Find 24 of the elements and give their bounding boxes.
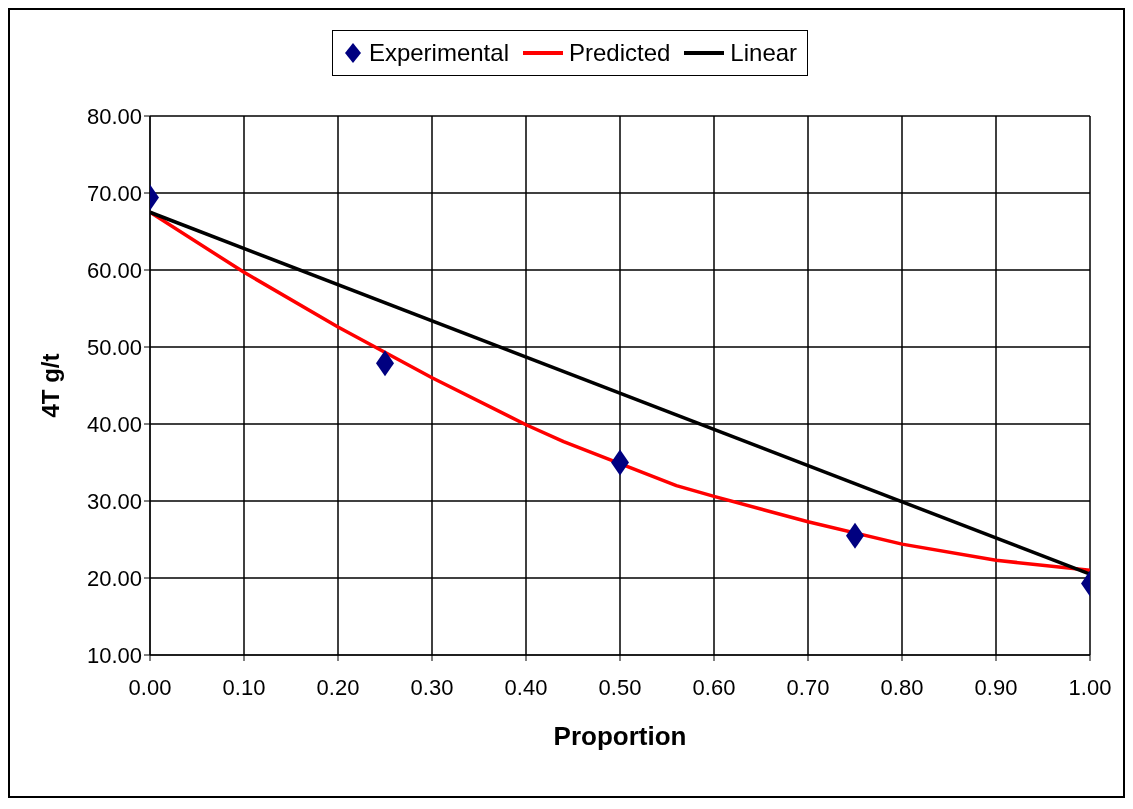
x-tick-label: 0.20 bbox=[316, 674, 360, 700]
x-tick-label: 0.70 bbox=[786, 674, 830, 700]
x-tick-label: 0.60 bbox=[692, 674, 736, 700]
legend-label: Predicted bbox=[568, 39, 671, 67]
y-tick-label: 10.00 bbox=[86, 642, 142, 668]
y-tick-label: 40.00 bbox=[86, 411, 142, 437]
y-tick-label: 80.00 bbox=[86, 103, 142, 129]
x-tick-label: 0.00 bbox=[128, 674, 172, 700]
y-tick-label: 20.00 bbox=[86, 565, 142, 591]
x-tick-label: 0.80 bbox=[880, 674, 924, 700]
y-tick-label: 30.00 bbox=[86, 488, 142, 514]
y-tick-label: 70.00 bbox=[86, 180, 142, 206]
x-axis-title: Proportion bbox=[553, 721, 687, 751]
legend-label: Linear bbox=[730, 39, 798, 67]
x-tick-label: 0.10 bbox=[222, 674, 266, 700]
y-tick-label: 60.00 bbox=[86, 257, 142, 283]
x-tick-label: 0.50 bbox=[598, 674, 642, 700]
x-tick-label: 0.30 bbox=[410, 674, 454, 700]
x-tick-label: 0.90 bbox=[974, 674, 1018, 700]
x-tick-label: 1.00 bbox=[1068, 674, 1112, 700]
y-tick-label: 50.00 bbox=[86, 334, 142, 360]
x-tick-label: 0.40 bbox=[504, 674, 548, 700]
legend-label: Experimental bbox=[368, 39, 509, 67]
y-axis-title: 4T g/t bbox=[36, 353, 64, 418]
